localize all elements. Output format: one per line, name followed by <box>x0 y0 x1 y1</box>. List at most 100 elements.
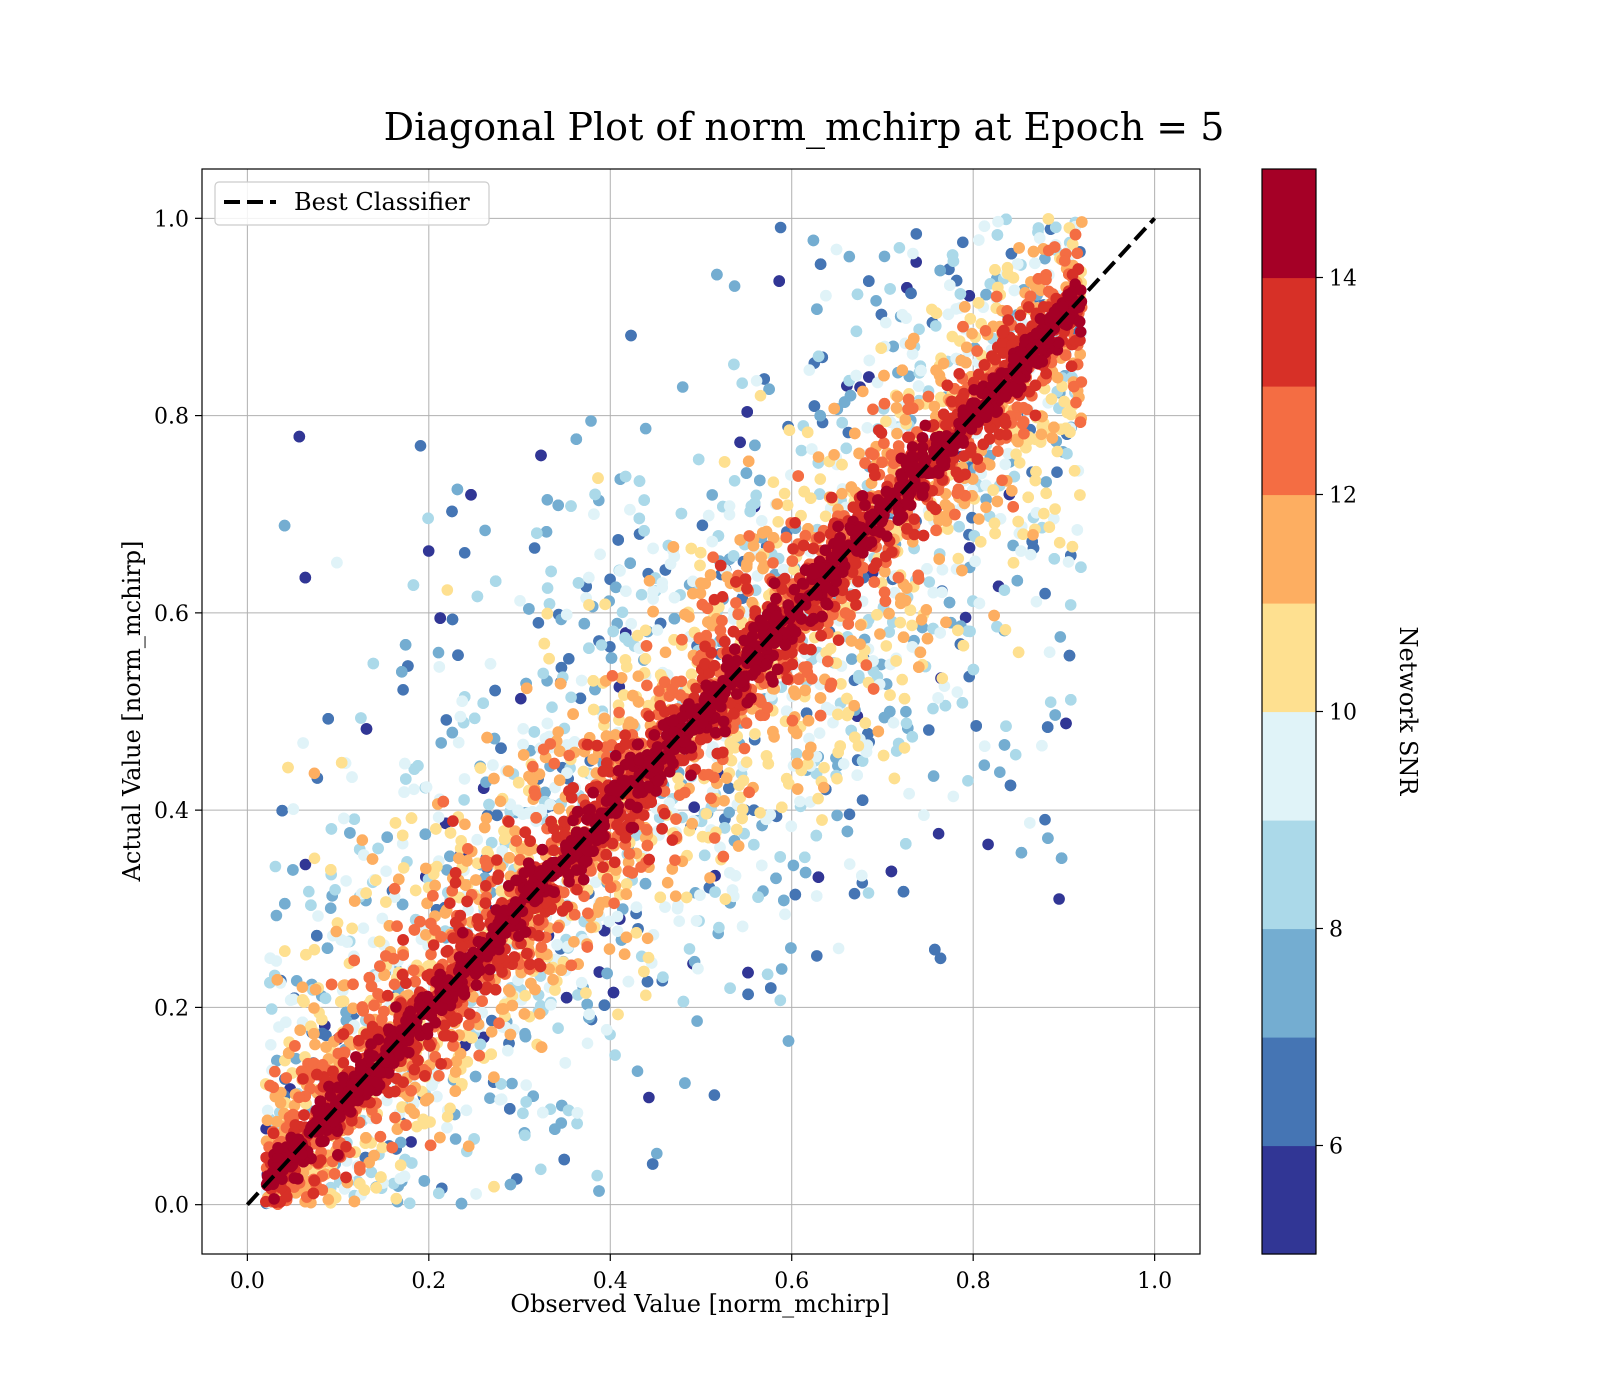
scatter-point <box>1000 720 1012 732</box>
scatter-point <box>814 409 826 422</box>
scatter-point <box>861 422 874 434</box>
scatter-point <box>630 901 643 913</box>
scatter-point <box>309 983 322 996</box>
scatter-point <box>999 458 1012 471</box>
scatter-point <box>900 705 912 718</box>
scatter-point <box>880 316 892 329</box>
scatter-point <box>778 487 791 500</box>
scatter-point <box>727 550 740 562</box>
scatter-point <box>740 467 753 479</box>
scatter-point <box>732 840 745 852</box>
scatter-point <box>465 489 477 501</box>
scatter-point <box>639 877 652 890</box>
scatter-point <box>560 608 573 621</box>
scatter-point <box>565 691 577 704</box>
scatter-point <box>885 865 898 878</box>
scatter-point <box>1030 595 1043 608</box>
scatter-point <box>287 864 299 876</box>
scatter-point <box>1004 779 1017 792</box>
scatter-point <box>933 553 945 565</box>
scatter-point <box>520 682 533 695</box>
scatter-point <box>834 740 846 752</box>
scatter-point <box>355 712 367 724</box>
scatter-point <box>274 1097 287 1109</box>
scatter-point <box>870 295 882 307</box>
scatter-point <box>960 341 973 354</box>
scatter-point <box>487 759 499 771</box>
scatter-point <box>899 413 912 426</box>
scatter-point <box>360 1132 372 1144</box>
scatter-point <box>857 385 869 398</box>
scatter-point <box>936 563 949 576</box>
scatter-point <box>458 794 470 806</box>
scatter-point <box>622 975 635 988</box>
scatter-point <box>1043 521 1056 533</box>
scatter-point <box>638 525 650 537</box>
scatter-point <box>959 301 971 313</box>
scatter-point <box>458 547 471 559</box>
scatter-point <box>989 264 1001 276</box>
scatter-point <box>673 915 685 927</box>
scatter-point <box>431 860 443 873</box>
scatter-point <box>541 717 554 730</box>
scatter-point <box>814 709 827 722</box>
scatter-point <box>558 1153 570 1166</box>
scatter-point <box>264 952 277 964</box>
scatter-point <box>1048 421 1060 434</box>
scatter-point <box>322 1193 335 1206</box>
scatter-point <box>265 1003 278 1015</box>
scatter-point <box>616 606 629 619</box>
scatter-point <box>620 878 633 890</box>
scatter-point <box>619 654 632 666</box>
scatter-point <box>1049 503 1061 515</box>
scatter-point <box>537 1106 549 1119</box>
scatter-point <box>570 433 583 446</box>
scatter-point <box>1061 406 1074 419</box>
scatter-point <box>587 753 599 766</box>
scatter-point <box>330 925 343 938</box>
scatter-point <box>643 575 656 587</box>
scatter-point <box>320 1041 332 1053</box>
scatter-point <box>851 769 863 781</box>
scatter-point <box>639 422 652 435</box>
scatter-point <box>750 375 763 387</box>
scatter-point <box>308 852 321 865</box>
scatter-point <box>749 439 761 452</box>
scatter-point <box>1040 476 1052 488</box>
scatter-point <box>640 989 652 1002</box>
scatter-point <box>532 617 545 629</box>
scatter-point <box>963 290 976 302</box>
scatter-point <box>537 667 549 680</box>
scatter-point <box>466 1032 478 1044</box>
scatter-point <box>884 283 896 295</box>
scatter-point <box>479 524 491 537</box>
scatter-point <box>936 672 949 685</box>
scatter-point <box>761 968 774 981</box>
scatter-point <box>657 971 669 983</box>
scatter-point <box>380 865 392 877</box>
scatter-point <box>1012 515 1024 528</box>
scatter-point <box>495 1003 508 1015</box>
scatter-point <box>293 430 306 443</box>
scatter-point <box>531 527 543 539</box>
scatter-point <box>471 833 484 846</box>
scatter-point <box>667 541 680 553</box>
scatter-point <box>772 516 784 528</box>
scatter-point <box>647 605 659 618</box>
scatter-point <box>484 658 497 670</box>
scatter-point <box>405 812 418 824</box>
scatter-point <box>930 320 942 332</box>
scatter-point <box>967 663 980 676</box>
scatter-point <box>571 1107 584 1119</box>
scatter-point <box>488 772 500 785</box>
scatter-point <box>853 447 865 460</box>
scatter-point <box>836 458 848 471</box>
scatter-point <box>850 369 862 382</box>
scatter-point <box>279 945 291 957</box>
scatter-point <box>859 717 872 729</box>
scatter-point <box>396 666 408 678</box>
scatter-point <box>593 1185 605 1197</box>
scatter-point <box>408 783 420 796</box>
scatter-point <box>627 689 639 702</box>
scatter-point <box>370 1182 383 1194</box>
